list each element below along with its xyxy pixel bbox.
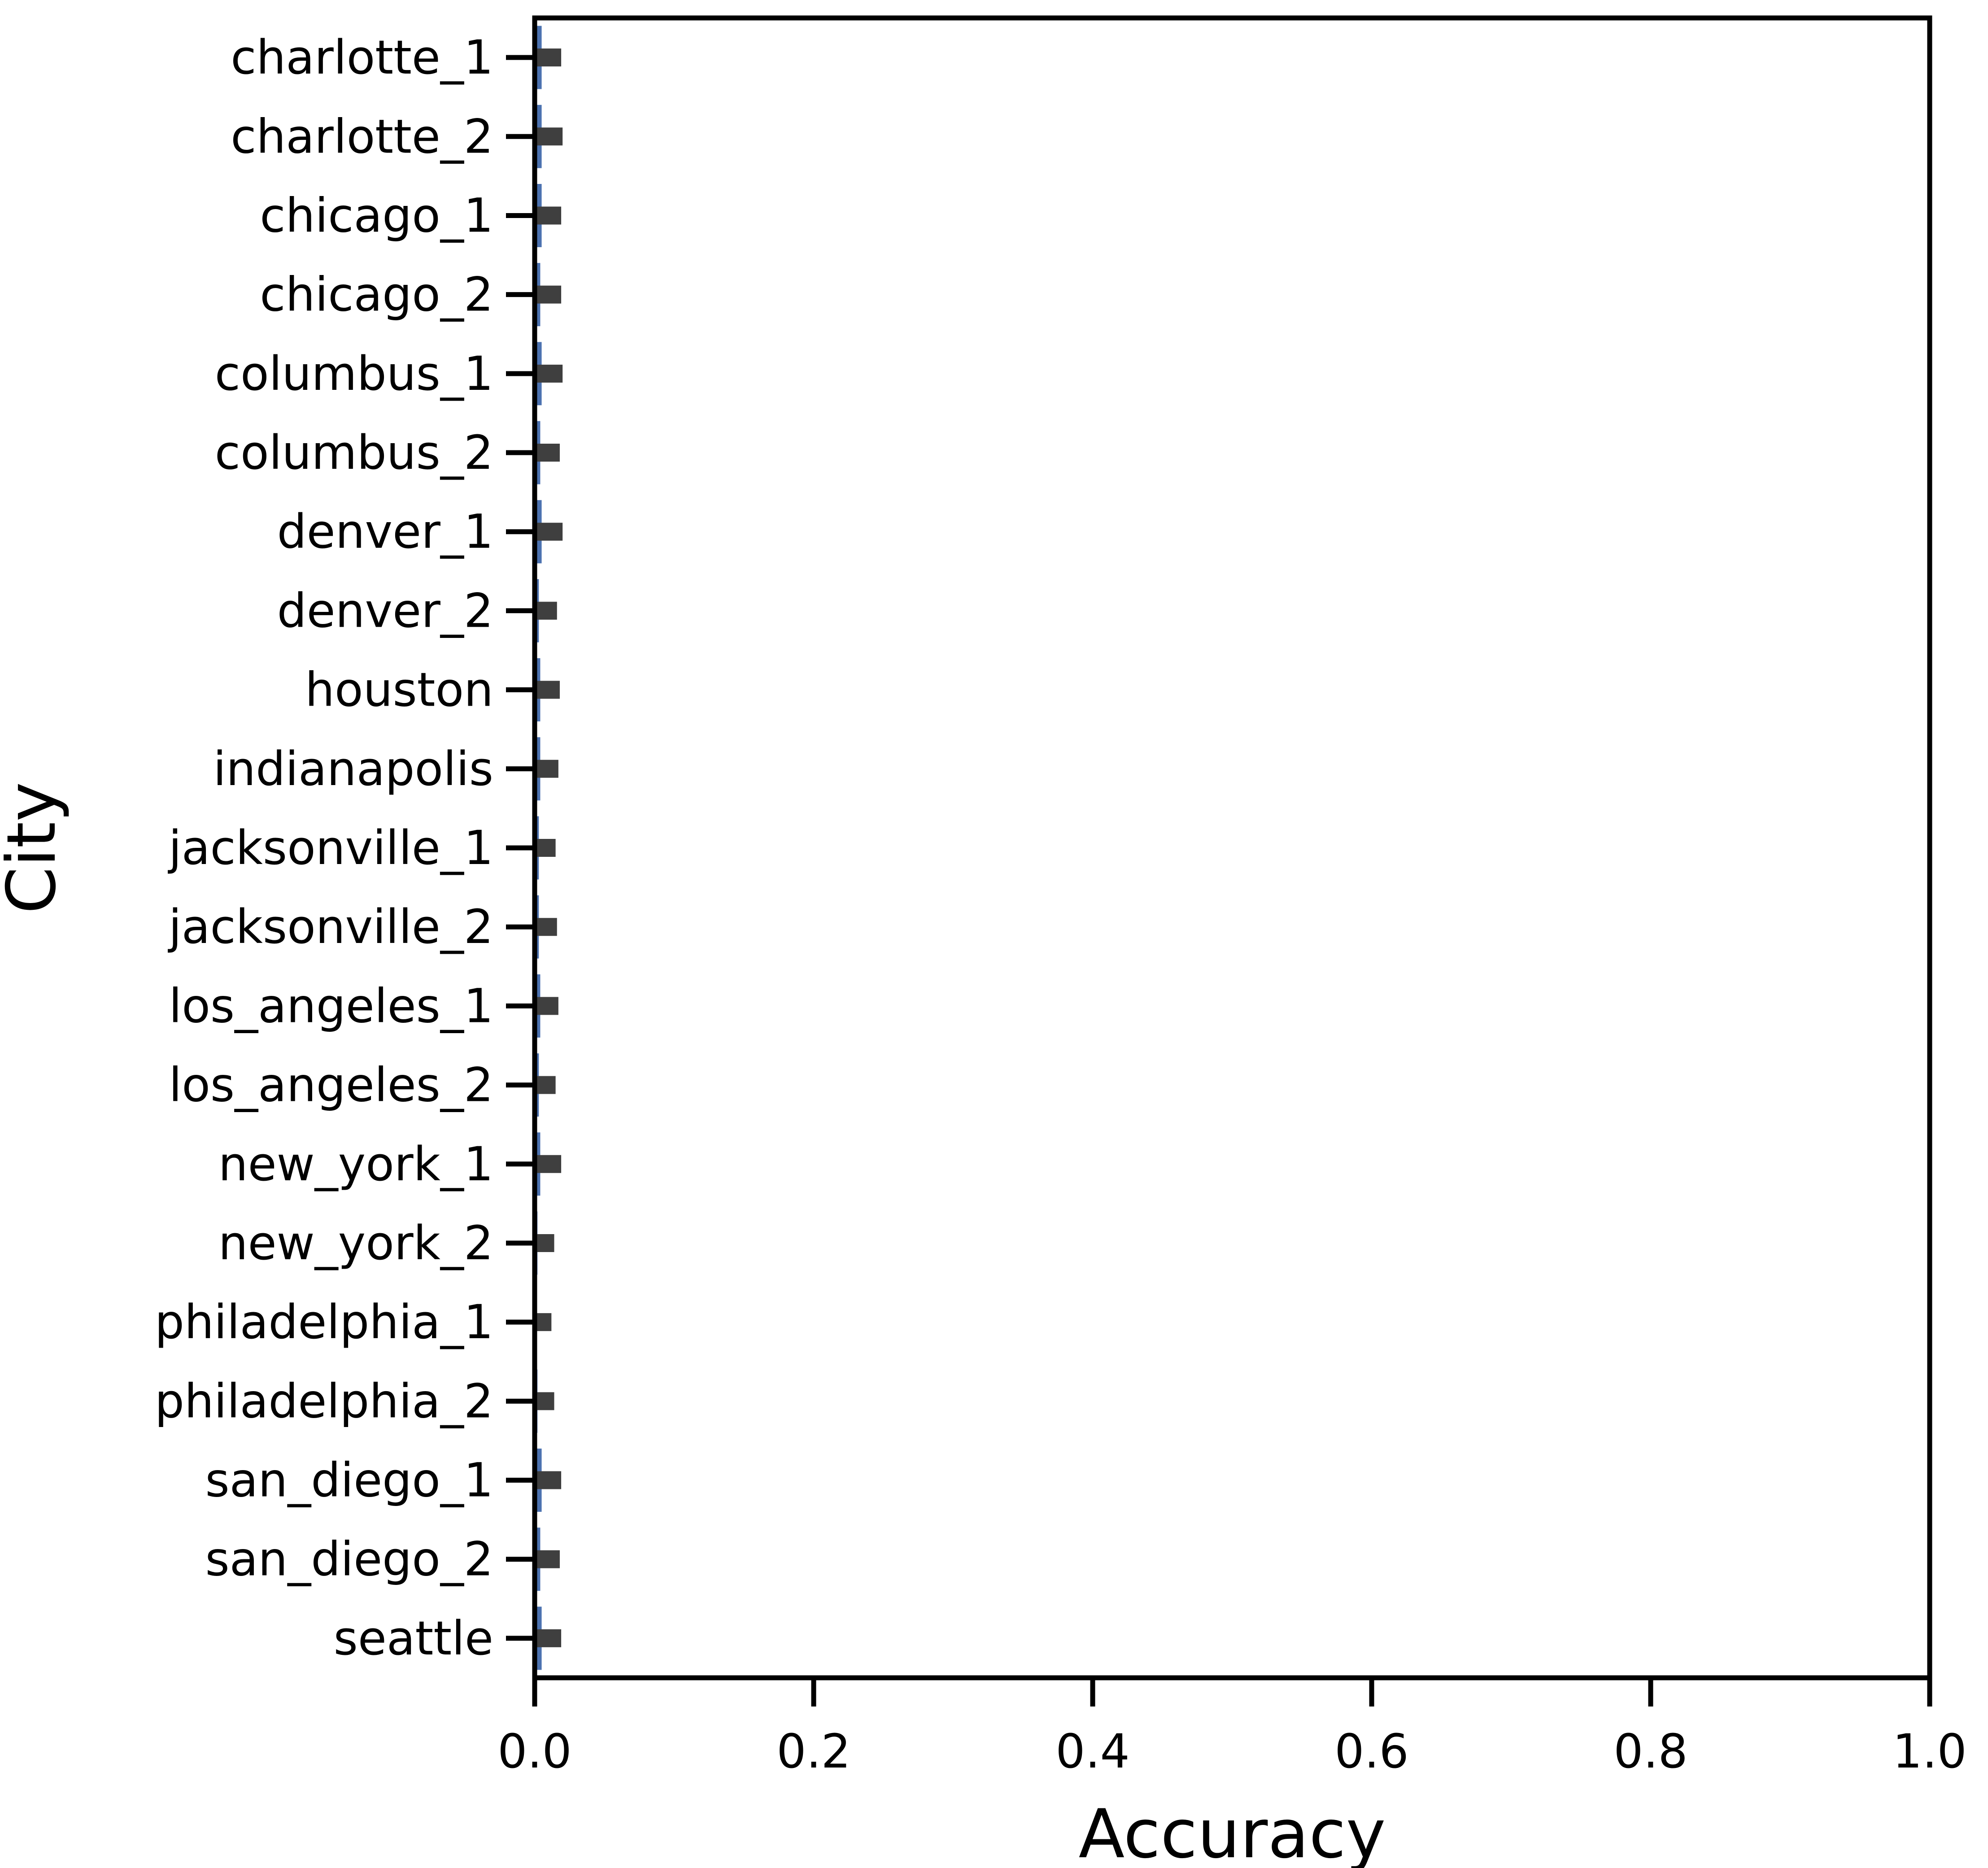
y-tick-label: los_angeles_2 <box>169 1058 493 1113</box>
y-tick-label: columbus_1 <box>215 346 493 401</box>
x-tick-label: 0.8 <box>1613 1724 1687 1779</box>
y-tick-label: chicago_1 <box>260 188 493 243</box>
x-tick-label: 0.6 <box>1334 1724 1408 1779</box>
y-axis: charlotte_1 charlotte_2 chicago_1 chicago_2… <box>155 30 535 1666</box>
y-tick-label: philadelphia_2 <box>155 1374 493 1428</box>
x-axis-title: Accuracy <box>1079 1795 1386 1868</box>
plot-frame <box>532 15 1932 1680</box>
y-tick-label: jacksonville_1 <box>168 821 493 875</box>
y-tick-label: chicago_2 <box>260 267 493 322</box>
y-tick-label: denver_1 <box>277 504 493 559</box>
y-tick-label: houston <box>305 663 493 717</box>
y-tick-label: philadelphia_1 <box>155 1295 493 1349</box>
y-tick-label: san_diego_1 <box>205 1453 493 1508</box>
y-axis-title: City <box>0 782 71 914</box>
y-tick-label: san_diego_2 <box>205 1532 493 1587</box>
y-tick-label: jacksonville_2 <box>168 899 493 954</box>
y-tick-label: denver_2 <box>277 583 493 638</box>
x-tick-label: 0.4 <box>1055 1724 1129 1779</box>
x-tick-label: 0.2 <box>776 1724 850 1779</box>
x-tick-label: 1.0 <box>1892 1724 1966 1779</box>
y-tick-label: new_york_1 <box>218 1137 493 1192</box>
y-tick-label: indianapolis <box>213 742 493 796</box>
x-tick-label: 0.0 <box>497 1724 571 1779</box>
y-tick-label: los_angeles_1 <box>169 978 493 1033</box>
y-tick-label: new_york_2 <box>218 1216 493 1270</box>
y-tick-label: seattle <box>334 1611 493 1666</box>
y-tick-label: columbus_2 <box>215 425 493 480</box>
x-axis: 0.0 0.2 0.4 0.6 0.8 1.0 <box>497 1678 1967 1779</box>
y-tick-label: charlotte_2 <box>231 109 493 164</box>
y-tick-label: charlotte_1 <box>231 30 493 85</box>
error-bars-layer <box>535 48 563 1647</box>
